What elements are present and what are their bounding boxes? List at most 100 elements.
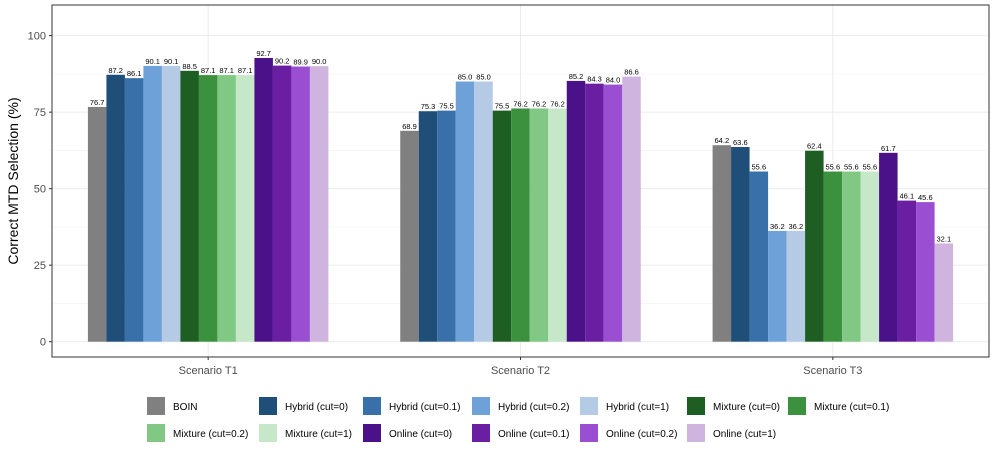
bar <box>198 75 218 342</box>
legend-label: Online (cut=1) <box>713 429 776 440</box>
bar-value-label: 46.1 <box>900 192 915 201</box>
legend-key <box>147 424 165 442</box>
legend-key <box>687 397 705 415</box>
bar <box>879 152 898 342</box>
bar <box>712 145 732 342</box>
bar <box>805 150 824 342</box>
bar-value-label: 90.1 <box>145 57 160 66</box>
bar <box>455 81 475 342</box>
y-tick-label: 50 <box>34 184 46 196</box>
bar-value-label: 89.9 <box>293 58 308 67</box>
bar-value-label: 87.1 <box>201 66 216 75</box>
bar-value-label: 62.4 <box>807 142 822 151</box>
bar-value-label: 64.2 <box>715 136 730 145</box>
bar <box>731 147 750 342</box>
legend-label: Hybrid (cut=1) <box>606 402 669 413</box>
bar-value-label: 55.6 <box>844 163 859 172</box>
bar-value-label: 90.1 <box>164 57 179 66</box>
bar <box>437 110 456 342</box>
bar-value-label: 55.6 <box>826 163 841 172</box>
bar-value-label: 90.2 <box>275 57 290 66</box>
bar <box>585 83 604 342</box>
bar <box>400 130 419 342</box>
legend-key <box>259 397 277 415</box>
bar-value-label: 84.0 <box>606 76 621 85</box>
bar <box>161 65 181 342</box>
legend: BOIN Hybrid (cut=0) Hybrid (cut=0.1) Hybrid… <box>147 397 889 442</box>
bar-value-label: 92.7 <box>256 49 271 58</box>
bar-value-label: 55.6 <box>752 163 767 172</box>
bar-value-label: 87.2 <box>108 66 123 75</box>
legend-key <box>580 424 598 442</box>
bar <box>124 78 144 342</box>
bar-value-label: 55.6 <box>863 163 878 172</box>
legend-label: Online (cut=0.2) <box>606 429 677 440</box>
bar-value-label: 90.0 <box>312 57 327 66</box>
bar <box>749 171 769 342</box>
axes: 0 25 50 75 100 Scenario T1 Scenario T2 Scenario… <box>28 31 863 377</box>
bar-value-label: 86.1 <box>127 69 142 78</box>
bar <box>511 108 530 342</box>
legend-key <box>259 424 277 442</box>
bar-value-label: 63.6 <box>733 138 748 147</box>
bar <box>934 243 954 342</box>
bar-value-label: 84.3 <box>587 75 602 84</box>
bar <box>106 74 125 342</box>
bar <box>823 171 843 342</box>
bar-value-label: 75.3 <box>421 102 436 111</box>
bar <box>786 230 806 342</box>
bar <box>272 65 292 342</box>
legend-key <box>363 424 381 442</box>
legend-label: Online (cut=0) <box>389 429 452 440</box>
bar-value-label: 85.0 <box>476 73 491 82</box>
bar-value-label: 36.2 <box>789 222 804 231</box>
bar <box>217 75 236 342</box>
legend-label: BOIN <box>173 402 197 413</box>
bar <box>842 171 861 342</box>
legend-label: Hybrid (cut=0.1) <box>389 402 460 413</box>
bar-value-label: 75.5 <box>439 102 454 111</box>
bar <box>622 76 641 342</box>
bar <box>603 84 623 342</box>
legend-label: Mixture (cut=0.2) <box>173 429 248 440</box>
y-tick-label: 100 <box>28 31 46 43</box>
bar <box>916 202 935 342</box>
bar <box>180 70 199 342</box>
legend-label: Online (cut=0.1) <box>498 429 569 440</box>
bar <box>548 108 567 342</box>
bar-value-label: 68.9 <box>402 122 417 131</box>
bar-value-label: 61.7 <box>881 144 896 153</box>
bar <box>235 75 255 342</box>
legend-label: Mixture (cut=0) <box>713 402 780 413</box>
bar-value-label: 86.6 <box>624 68 639 77</box>
data-labels: 76.7 68.9 64.2 87.2 75.3 63.6 86.1 75.5 55.6 90.1… <box>90 49 951 243</box>
y-tick-label: 0 <box>40 337 46 349</box>
bar-value-label: 32.1 <box>937 234 952 243</box>
bar <box>418 111 438 342</box>
bar <box>291 66 310 342</box>
legend-label: Hybrid (cut=0.2) <box>498 402 569 413</box>
legend-label: Mixture (cut=1) <box>285 429 352 440</box>
bar <box>309 66 329 342</box>
bar-value-label: 85.2 <box>569 72 584 81</box>
x-tick-label: Scenario T3 <box>803 365 862 377</box>
y-axis-title: Correct MTD Selection (%) <box>5 97 21 264</box>
bar-value-label: 76.2 <box>513 99 528 108</box>
bar-value-label: 76.7 <box>90 98 105 107</box>
bar-value-label: 87.1 <box>238 66 253 75</box>
legend-label: Hybrid (cut=0) <box>285 402 348 413</box>
bar <box>566 80 586 342</box>
legend-key <box>472 397 490 415</box>
x-tick-label: Scenario T2 <box>491 365 550 377</box>
bar <box>254 57 273 342</box>
legend-key <box>363 397 381 415</box>
legend-key <box>788 397 806 415</box>
bars <box>87 57 954 342</box>
y-tick-label: 75 <box>34 107 46 119</box>
bar <box>768 230 787 342</box>
bar <box>529 108 549 342</box>
bar <box>897 200 917 342</box>
legend-key <box>687 424 705 442</box>
bar-value-label: 75.5 <box>495 102 510 111</box>
